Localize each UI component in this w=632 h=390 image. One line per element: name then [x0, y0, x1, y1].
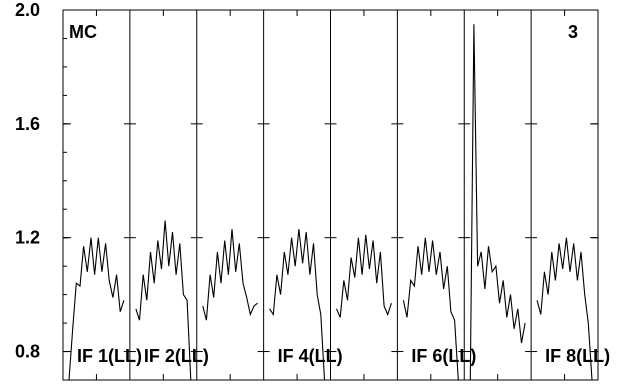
panel-label: IF 2(LL) — [144, 346, 209, 366]
panel-label: IF 4(LL) — [278, 346, 343, 366]
series-line — [269, 229, 326, 381]
y-axis: 0.8 1.2 1.6 2.0 — [15, 0, 598, 381]
y-tick-label: 1.6 — [15, 114, 40, 134]
panel-label: IF 1(LL) — [77, 346, 142, 366]
y-tick-label: 1.2 — [15, 228, 40, 248]
series-line — [68, 237, 125, 381]
panel: IF 4(LL) — [263, 9, 343, 381]
y-tick-label: 2.0 — [15, 0, 40, 20]
series-line — [335, 234, 392, 318]
series-line — [202, 229, 258, 321]
panel: IF 1(LL) — [63, 9, 142, 381]
corner-label-right: 3 — [568, 22, 578, 42]
panel: IF 2(LL) — [129, 9, 209, 381]
series-line — [135, 220, 192, 381]
y-tick-label: 0.8 — [15, 342, 40, 362]
series-line — [469, 24, 526, 381]
series-line — [402, 237, 459, 381]
panel-label: IF 8(LL) — [545, 346, 610, 366]
panel — [196, 9, 264, 380]
panels-layer: IF 1(LL) IF 2(LL) IF 4(LL) IF 6(LL) IF 8(LL) — [63, 9, 610, 381]
plot-frame — [62, 9, 599, 381]
panel — [330, 9, 398, 380]
panel — [463, 9, 532, 381]
panel-label: IF 6(LL) — [411, 346, 476, 366]
series-line — [536, 237, 593, 381]
corner-label-left: MC — [69, 22, 97, 42]
